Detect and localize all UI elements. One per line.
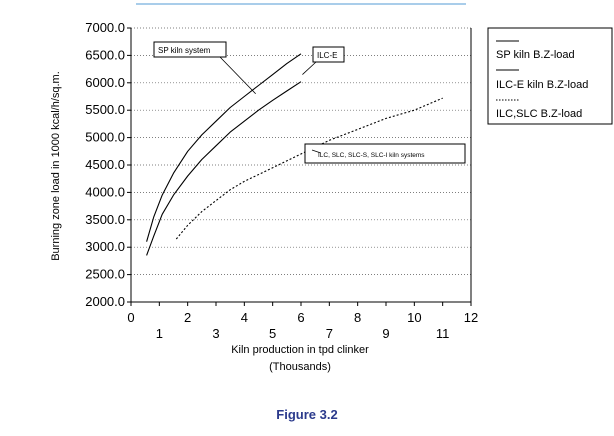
x-tick-label: 8 (354, 310, 361, 325)
series-line-sp-kiln (146, 53, 302, 242)
callout-leader-ilce (302, 61, 317, 75)
series (146, 53, 443, 256)
x-tick-label: 12 (464, 310, 478, 325)
y-tick-label: 5500.0 (85, 102, 125, 117)
x-tick-label: 2 (184, 310, 191, 325)
x-tick-label: 4 (241, 310, 248, 325)
y-tick-label: 3500.0 (85, 212, 125, 227)
y-tick-label: 4000.0 (85, 184, 125, 199)
y-ticks: 2000.0 2500.0 3000.0 3500.0 4000.0 4500.0 5000… (85, 20, 131, 309)
callout-box-ilc-slc (304, 143, 466, 164)
x-tick-label: 3 (212, 326, 219, 341)
series-line-ilc-e (146, 81, 302, 256)
x-tick-label: 11 (436, 326, 450, 341)
callout-leader-ilc-slc (311, 149, 321, 154)
legend-label-sp: SP kiln B.Z-load (496, 49, 575, 61)
y-tick-label: 4500.0 (85, 157, 125, 172)
y-tick-label: 7000.0 (85, 20, 125, 35)
x-axis-title: Kiln production in tpd clinker (231, 344, 369, 356)
legend-label-ilce: ILC-E kiln B.Z-load (496, 79, 588, 91)
callout-label-ilc-slc: ILC, SLC, SLC-S, SLC-I kiln systems (318, 152, 425, 159)
x-tick-label: 9 (382, 326, 389, 341)
x-tick-label: 6 (297, 310, 304, 325)
callout-leader-sp (219, 56, 256, 95)
callout-label-sp: SP kiln system (158, 46, 211, 55)
callouts: SP kiln system ILC-E ILC, SLC, SLC-S, SL… (153, 41, 466, 164)
x-tick-label: 0 (127, 310, 134, 325)
x-tick-label: 1 (156, 326, 163, 341)
legend-label-ilc-slc: ILC,SLC B.Z-load (496, 108, 582, 120)
x-tick-label: 5 (269, 326, 276, 341)
chart: 2000.0 2500.0 3000.0 3500.0 4000.0 4500.0 5000… (50, 20, 613, 373)
x-tick-label: 10 (407, 310, 421, 325)
callout-box-ilce (312, 46, 345, 63)
x-axis-unit: (Thousands) (269, 361, 331, 373)
x-tick-label: 7 (326, 326, 333, 341)
y-tick-label: 2500.0 (85, 267, 125, 282)
callout-label-ilce: ILC-E (317, 51, 337, 60)
y-tick-label: 3000.0 (85, 239, 125, 254)
series-line-ilc-slc (175, 97, 443, 240)
legend-box (487, 27, 613, 125)
legend: SP kiln B.Z-load ILC-E kiln B.Z-load ILC… (487, 27, 613, 125)
top-divider (136, 3, 466, 5)
y-tick-label: 5000.0 (85, 130, 125, 145)
y-tick-label: 2000.0 (85, 294, 125, 309)
y-tick-label: 6000.0 (85, 75, 125, 90)
y-axis-title: Burning zone load in 1000 kcal/h/sq.m. (50, 71, 62, 261)
figure-caption: Figure 3.2 (276, 407, 338, 422)
callout-box-sp (153, 41, 227, 58)
y-tick-label: 6500.0 (85, 47, 125, 62)
